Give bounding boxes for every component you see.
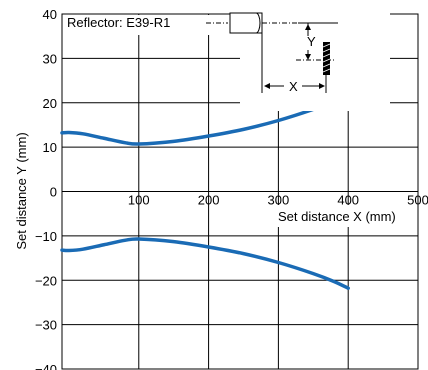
y-tick-label: 20 — [43, 96, 57, 111]
reflector-icon — [323, 42, 330, 75]
sensor-icon — [229, 12, 263, 34]
y-tick-label: −10 — [35, 229, 57, 244]
y-axis-title: Set distance Y (mm) — [14, 132, 29, 249]
y-tick-label: 40 — [43, 7, 57, 22]
annotation-box — [63, 15, 256, 35]
y-tick-label: 30 — [43, 51, 57, 66]
annotation-label: Reflector: E39-R1 — [67, 15, 170, 30]
x-tick-label: 100 — [128, 193, 150, 208]
x-tick-label: 500 — [407, 193, 428, 208]
y-tick-label: 0 — [50, 185, 57, 200]
setup-diagram: Y X — [206, 12, 390, 111]
x-tick-label: 300 — [268, 193, 290, 208]
series-line-lower — [60, 237, 350, 290]
y-tick-label: −40 — [35, 362, 57, 370]
x-tick-label: 200 — [198, 193, 220, 208]
y-tick-label: −30 — [35, 318, 57, 333]
y-tick-label: −20 — [35, 273, 57, 288]
x-tick-label: 400 — [337, 193, 359, 208]
diagram-y-label: Y — [307, 34, 316, 49]
x-axis-title: Set distance X (mm) — [278, 209, 396, 224]
diagram-x-label: X — [289, 79, 298, 94]
y-tick-label: 10 — [43, 140, 57, 155]
